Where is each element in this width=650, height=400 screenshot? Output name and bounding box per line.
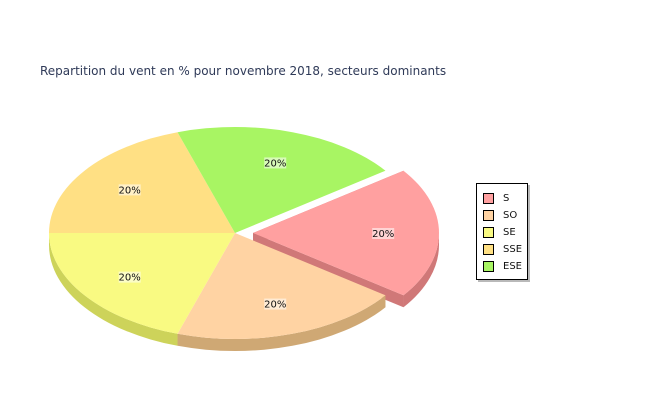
legend-item-se: SE xyxy=(483,226,516,238)
pie-value-label-ese: 20% xyxy=(264,158,286,169)
legend-item-sse: SSE xyxy=(483,243,522,255)
pie-value-label-se: 20% xyxy=(119,273,141,284)
legend-swatch-so xyxy=(483,210,494,221)
legend-label-so: SO xyxy=(503,210,517,221)
pie-value-label-s: 20% xyxy=(372,229,394,240)
legend-label-sse: SSE xyxy=(503,244,522,255)
legend-item-s: S xyxy=(483,192,509,204)
legend-swatch-sse xyxy=(483,244,494,255)
pie-value-label-so: 20% xyxy=(264,300,286,311)
pie-value-label-sse: 20% xyxy=(119,185,141,196)
legend-swatch-s xyxy=(483,193,494,204)
legend-item-so: SO xyxy=(483,209,517,221)
legend-label-s: S xyxy=(503,193,509,204)
legend-swatch-se xyxy=(483,227,494,238)
legend-item-ese: ESE xyxy=(483,260,522,272)
legend: S SO SE SSE ESE xyxy=(476,183,528,280)
legend-label-ese: ESE xyxy=(503,261,522,272)
legend-label-se: SE xyxy=(503,227,516,238)
legend-swatch-ese xyxy=(483,261,494,272)
